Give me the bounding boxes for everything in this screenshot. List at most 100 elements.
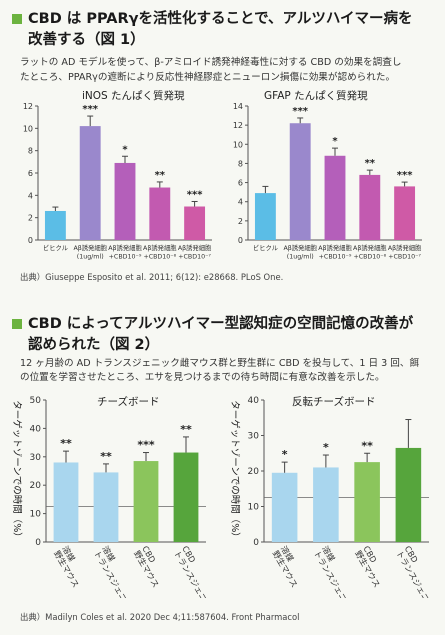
significance-mark: * bbox=[122, 144, 128, 155]
bar bbox=[395, 447, 422, 542]
x-tick-label: (1ug/ml) bbox=[287, 254, 314, 261]
bar bbox=[313, 467, 339, 542]
significance-mark: ** bbox=[361, 439, 373, 452]
cheeseboard-title: チーズボード bbox=[97, 396, 160, 408]
bar bbox=[93, 472, 119, 542]
x-tick-label: +CBD10⁻⁷ bbox=[388, 254, 421, 261]
x-tick-label: Aβ誘発細胞 bbox=[388, 243, 422, 252]
cheeseboard-bar-chart: 01020304050**溶媒野生マウス**溶媒トランスジェニック***CBD野… bbox=[11, 396, 214, 598]
y-tick-label: 0 bbox=[35, 538, 41, 548]
y-tick-label: 2 bbox=[238, 217, 243, 226]
section2-source: 出典）Madilyn Coles et al. 2020 Dec 4;11:58… bbox=[20, 612, 300, 622]
bar bbox=[394, 186, 416, 240]
y-tick-label: 0 bbox=[253, 538, 259, 548]
x-tick-label: +CBD10⁻⁸ bbox=[353, 254, 386, 261]
section1-intro-line2: たところ、PPARγの遮断により反応性神経膠症とニューロン損傷に効果が認められた… bbox=[20, 72, 396, 83]
x-tick-label: Aβ誘発細胞 bbox=[73, 243, 107, 252]
section2-intro-line1: 12 ヶ月齢の AD トランスジェニック雌マウス群と野生群に CBD を投与して… bbox=[20, 358, 420, 369]
significance-mark: * bbox=[282, 448, 288, 461]
significance-mark: *** bbox=[187, 189, 203, 200]
significance-mark: *** bbox=[137, 439, 155, 452]
y-tick-label: 30 bbox=[248, 432, 260, 442]
x-tick-label: +CBD10⁻⁸ bbox=[143, 254, 176, 261]
y-tick-label: 8 bbox=[28, 147, 33, 156]
significance-mark: *** bbox=[82, 104, 98, 115]
bar bbox=[114, 162, 136, 240]
y-tick-label: 10 bbox=[30, 510, 42, 520]
inos-bar-chart: 024681012ビヒクル***Aβ誘発細胞(1ug/ml)*Aβ誘発細胞+CB… bbox=[23, 102, 212, 261]
y-tick-label: 40 bbox=[30, 424, 42, 434]
bar bbox=[289, 123, 311, 240]
significance-mark: ** bbox=[155, 170, 166, 181]
bar bbox=[354, 462, 380, 542]
y-tick-label: 0 bbox=[28, 236, 33, 245]
y-tick-label: 50 bbox=[30, 396, 42, 406]
significance-mark: * bbox=[332, 136, 338, 147]
significance-mark: ** bbox=[100, 450, 112, 463]
y-tick-label: 20 bbox=[30, 481, 42, 491]
y-tick-label: 2 bbox=[28, 214, 33, 223]
y-tick-label: 14 bbox=[233, 102, 243, 111]
y-tick-label: 10 bbox=[248, 503, 260, 513]
section2-heading-line2: 認められた（図 2） bbox=[28, 337, 160, 353]
bar bbox=[184, 206, 206, 240]
x-tick-label: +CBD10⁻⁷ bbox=[178, 254, 211, 261]
gfap-chart-title: GFAP たんぱく質発現 bbox=[264, 90, 368, 102]
section1-heading-line2: 改善する（図 1） bbox=[28, 32, 145, 48]
bar bbox=[133, 461, 159, 542]
y-tick-label: 20 bbox=[248, 467, 260, 477]
significance-mark: *** bbox=[292, 106, 308, 117]
significance-mark: ** bbox=[180, 423, 192, 436]
section2-marker bbox=[12, 319, 22, 329]
significance-mark: ** bbox=[365, 158, 376, 169]
bar bbox=[359, 174, 381, 240]
x-tick-label: ビヒクル bbox=[43, 243, 68, 252]
bar bbox=[44, 210, 66, 240]
y-tick-label: 4 bbox=[28, 191, 33, 200]
y-tick-label: 6 bbox=[238, 179, 243, 188]
x-tick-label: Aβ誘発細胞 bbox=[353, 243, 387, 252]
gfap-bar-chart: 02468101214ビヒクル***Aβ誘発細胞(1ug/ml)*Aβ誘発細胞+… bbox=[233, 102, 422, 261]
y-tick-label: 8 bbox=[238, 159, 243, 168]
x-tick-label: +CBD10⁻⁹ bbox=[319, 254, 352, 261]
x-tick-label: Aβ誘発細胞 bbox=[108, 243, 142, 252]
x-tick-label: Aβ誘発細胞 bbox=[178, 243, 212, 252]
bar bbox=[254, 193, 276, 240]
y-tick-label: 4 bbox=[238, 198, 243, 207]
section1-heading-line1: CBD は PPARγを活性化することで、アルツハイマー病を bbox=[28, 11, 413, 27]
y-tick-label: 12 bbox=[233, 121, 243, 130]
reversal-cheeseboard-title: 反転チーズボード bbox=[292, 396, 376, 408]
bar bbox=[53, 462, 79, 542]
significance-mark: ** bbox=[60, 437, 72, 450]
x-tick-label: +CBD10⁻⁹ bbox=[109, 254, 142, 261]
y-axis-label: ターゲットゾーンでの時間（%） bbox=[11, 400, 23, 542]
bar bbox=[79, 126, 101, 240]
bar bbox=[324, 155, 346, 240]
section1-intro-line1: ラットの AD モデルを使って、β-アミロイド誘発神経毒性に対する CBD の効… bbox=[20, 57, 402, 68]
significance-mark: *** bbox=[397, 170, 413, 181]
x-tick-label: Aβ誘発細胞 bbox=[318, 243, 352, 252]
x-tick-label: (1ug/ml) bbox=[77, 254, 104, 261]
y-tick-label: 10 bbox=[23, 124, 33, 133]
section2-heading-line1: CBD によってアルツハイマー型認知症の空間記憶の改善が bbox=[28, 316, 414, 332]
y-tick-label: 10 bbox=[233, 140, 243, 149]
y-tick-label: 40 bbox=[248, 396, 260, 406]
bar bbox=[271, 472, 298, 542]
y-tick-label: 0 bbox=[238, 236, 243, 245]
section2-intro-line2: の位置を学習させたところ、エサを見つけるまでの待ち時間に有意な改善を示した。 bbox=[20, 372, 385, 383]
y-tick-label: 30 bbox=[30, 453, 42, 463]
y-axis-label: ターゲットゾーンでの時間（%） bbox=[229, 400, 241, 542]
bar bbox=[149, 187, 171, 240]
section1-source: 出典）Giuseppe Esposito et al. 2011; 6(12):… bbox=[20, 272, 284, 282]
x-tick-label: Aβ誘発細胞 bbox=[143, 243, 177, 252]
significance-mark: * bbox=[323, 441, 329, 454]
x-tick-label: ビヒクル bbox=[253, 243, 278, 252]
x-tick-label: Aβ誘発細胞 bbox=[283, 243, 317, 252]
bar bbox=[173, 452, 199, 542]
